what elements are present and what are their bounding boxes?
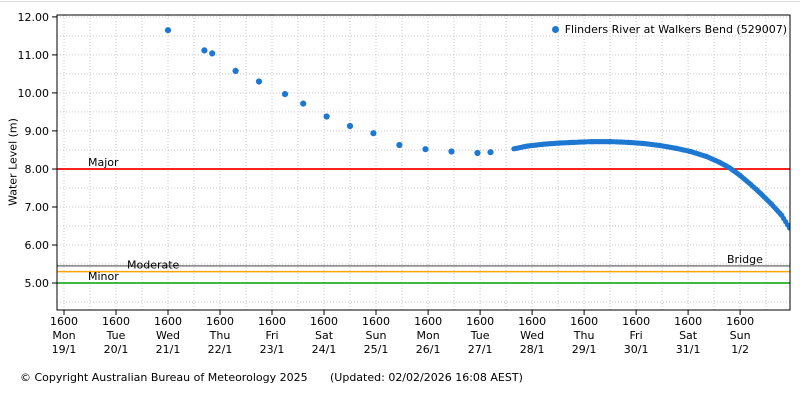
data-point <box>281 91 289 98</box>
x-tick-date: 23/1 <box>260 343 285 356</box>
x-tick-day: Mon <box>52 329 75 342</box>
y-axis-title: Water Level (m) <box>6 118 20 206</box>
axes: 5.006.007.008.009.0010.0011.0012.001600M… <box>18 11 755 356</box>
x-tick-date: 22/1 <box>208 343 233 356</box>
x-tick-day: Wed <box>156 329 180 342</box>
data-point <box>487 149 494 156</box>
x-tick-time: 1600 <box>154 315 182 328</box>
x-tick-date: 26/1 <box>416 343 441 356</box>
data-point <box>209 50 216 57</box>
x-tick-day: Thu <box>209 329 231 342</box>
x-tick-date: 20/1 <box>104 343 129 356</box>
x-tick-time: 1600 <box>570 315 598 328</box>
x-tick-date: 30/1 <box>624 343 649 356</box>
data-point <box>448 148 455 155</box>
data-point <box>474 149 481 157</box>
y-tick-label: 12.00 <box>18 11 50 24</box>
data-point <box>300 100 307 107</box>
data-point <box>346 122 354 130</box>
x-tick-date: 25/1 <box>364 343 389 356</box>
x-tick-day: Mon <box>416 329 439 342</box>
x-tick-day: Sat <box>679 329 698 342</box>
plot-border <box>56 14 791 311</box>
x-tick-time: 1600 <box>622 315 650 328</box>
data-point <box>422 146 429 153</box>
x-tick-time: 1600 <box>518 315 546 328</box>
x-tick-date: 27/1 <box>468 343 493 356</box>
data-point <box>370 130 377 137</box>
copyright-text: © Copyright Australian Bureau of Meteoro… <box>20 371 308 384</box>
x-tick-time: 1600 <box>258 315 286 328</box>
x-tick-time: 1600 <box>414 315 442 328</box>
data-point <box>323 113 330 120</box>
updated-text: (Updated: 02/02/2026 16:08 AEST) <box>330 371 523 384</box>
x-tick-day: Wed <box>520 329 544 342</box>
flood-label-bridge: Bridge <box>727 253 763 266</box>
x-tick-day: Fri <box>630 329 643 342</box>
flood-label-major: Major <box>88 156 119 169</box>
legend-series-label: Flinders River at Walkers Bend (529007) <box>564 23 787 36</box>
page-top-divider <box>0 1 800 2</box>
data-point <box>255 78 263 85</box>
x-tick-time: 1600 <box>102 315 130 328</box>
y-tick-label: 11.00 <box>18 49 50 62</box>
y-tick-label: 7.00 <box>25 201 50 214</box>
x-tick-date: 24/1 <box>312 343 337 356</box>
data-point <box>164 27 172 34</box>
data-point <box>396 141 403 149</box>
x-tick-time: 1600 <box>726 315 754 328</box>
y-tick-label: 9.00 <box>25 125 50 138</box>
flood-label-moderate: Moderate <box>127 259 180 272</box>
data-point <box>232 67 239 74</box>
x-tick-date: 31/1 <box>676 343 701 356</box>
x-tick-time: 1600 <box>50 315 78 328</box>
x-tick-date: 28/1 <box>520 343 545 356</box>
y-tick-label: 10.00 <box>18 87 50 100</box>
x-tick-day: Sat <box>315 329 334 342</box>
data-point <box>201 47 208 54</box>
y-tick-label: 5.00 <box>25 277 50 290</box>
x-tick-time: 1600 <box>206 315 234 328</box>
x-tick-day: Tue <box>470 329 490 342</box>
x-tick-day: Sun <box>730 329 751 342</box>
y-tick-label: 8.00 <box>25 163 50 176</box>
data-point <box>786 225 790 231</box>
x-tick-date: 29/1 <box>572 343 597 356</box>
x-tick-time: 1600 <box>362 315 390 328</box>
x-tick-time: 1600 <box>310 315 338 328</box>
x-tick-day: Fri <box>265 329 278 342</box>
gridlines <box>57 15 790 310</box>
legend-marker-icon <box>551 26 559 33</box>
series-flinders-river <box>164 27 790 231</box>
x-tick-day: Sun <box>366 329 387 342</box>
x-tick-day: Thu <box>573 329 595 342</box>
x-tick-time: 1600 <box>674 315 702 328</box>
x-tick-day: Tue <box>106 329 126 342</box>
x-tick-time: 1600 <box>466 315 494 328</box>
x-tick-date: 19/1 <box>52 343 77 356</box>
x-tick-date: 1/2 <box>731 343 749 356</box>
y-tick-label: 6.00 <box>25 239 50 252</box>
x-tick-date: 21/1 <box>156 343 181 356</box>
flood-label-minor: Minor <box>88 270 119 283</box>
legend: Flinders River at Walkers Bend (529007) <box>551 23 787 36</box>
